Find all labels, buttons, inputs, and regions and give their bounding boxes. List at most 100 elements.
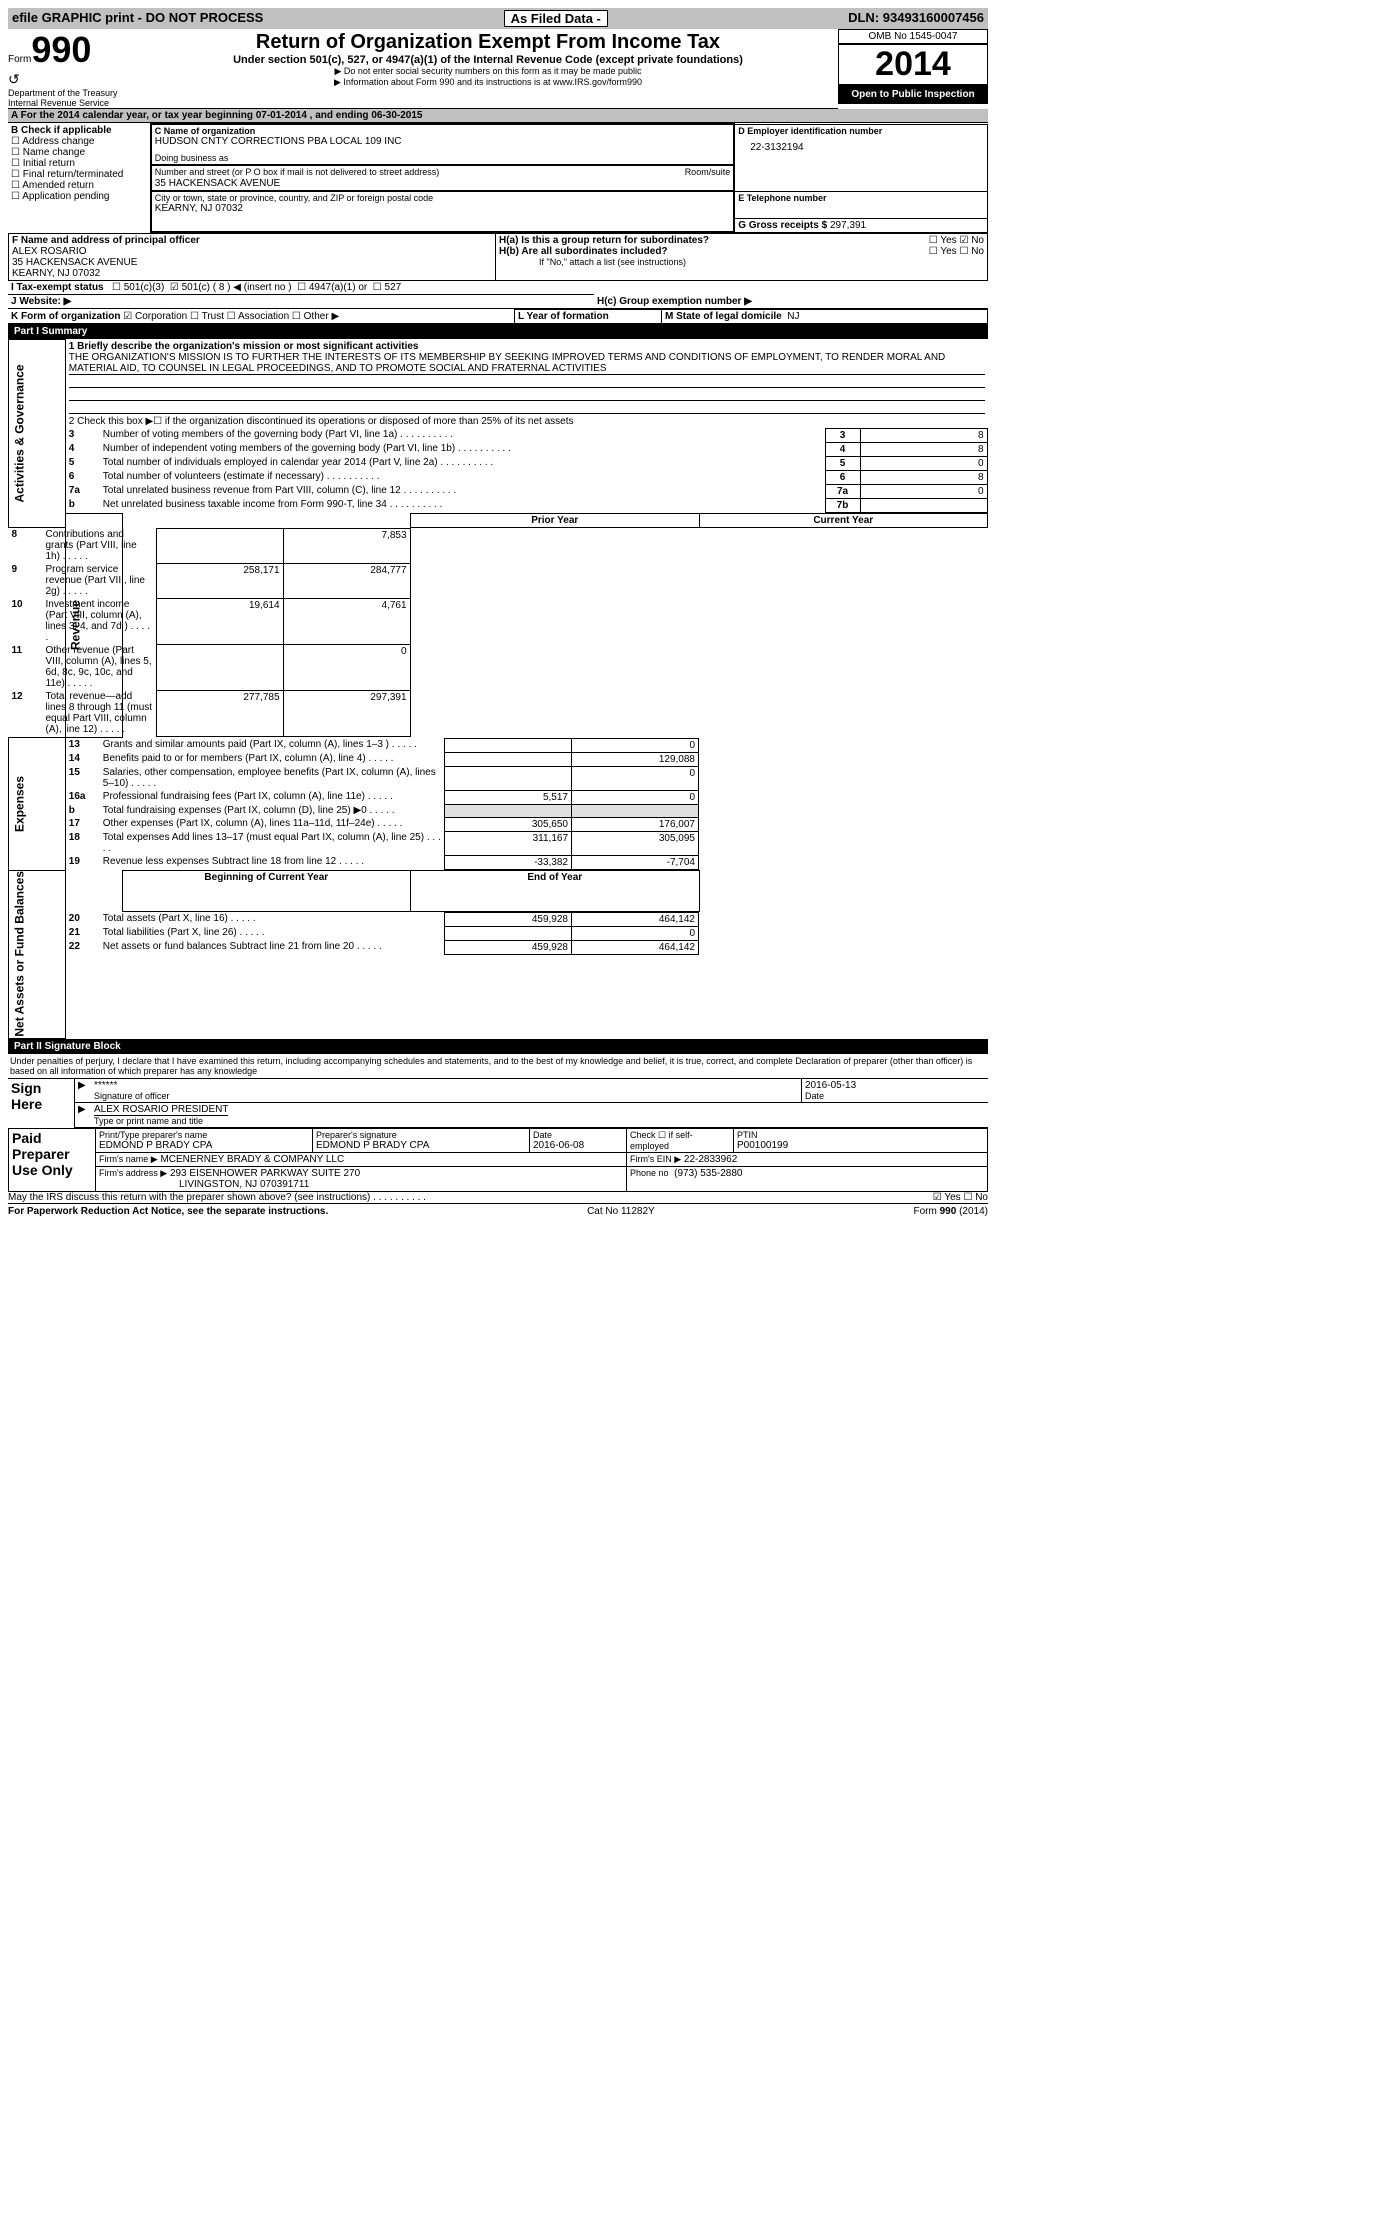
ha-no[interactable]: No — [959, 235, 984, 246]
summary-row: 13Grants and similar amounts paid (Part … — [66, 738, 699, 752]
line-a: A For the 2014 calendar year, or tax yea… — [8, 109, 988, 123]
form-number: 990 — [31, 29, 91, 70]
side-expenses: Expenses — [9, 737, 66, 870]
sig-label: Signature of officer — [94, 1091, 798, 1101]
ein-label: D Employer identification number — [738, 126, 984, 136]
firm-ein: 22-2833962 — [684, 1154, 737, 1165]
ha-label: H(a) Is this a group return for subordin… — [499, 235, 709, 246]
check-app-pending[interactable]: Application pending — [11, 191, 147, 202]
summary-row: 6Total number of volunteers (estimate if… — [66, 470, 987, 484]
summary-row: 4Number of independent voting members of… — [66, 442, 987, 456]
firm-phone: (973) 535-2880 — [674, 1168, 742, 1179]
dba-label: Doing business as — [155, 153, 730, 163]
officer-label: F Name and address of principal officer — [12, 235, 492, 246]
prep-sig: EDMOND P BRADY CPA — [316, 1140, 526, 1151]
dept-treasury: Department of the Treasury — [8, 88, 138, 98]
firm-addr2: LIVINGSTON, NJ 070391711 — [99, 1179, 309, 1190]
prep-name: EDMOND P BRADY CPA — [99, 1140, 309, 1151]
klm-block: K Form of organization Corporation Trust… — [8, 309, 988, 324]
paid-preparer-block: Paid Preparer Use Only Print/Type prepar… — [8, 1128, 988, 1192]
self-employed-check[interactable]: Check ☐ if self-employed — [627, 1129, 734, 1153]
tax-year: 2014 — [838, 44, 988, 85]
check-initial-return[interactable]: Initial return — [11, 158, 147, 169]
dln: DLN: 93493160007456 — [848, 10, 984, 27]
prep-name-label: Print/Type preparer's name — [99, 1130, 309, 1140]
firm-name: MCENERNEY BRADY & COMPANY LLC — [160, 1154, 344, 1165]
summary-row: 18Total expenses Add lines 13–17 (must e… — [66, 831, 699, 855]
hb-yes[interactable]: Yes — [929, 246, 957, 257]
efile-bar: efile GRAPHIC print - DO NOT PROCESS As … — [8, 8, 988, 29]
hb-label: H(b) Are all subordinates included? — [499, 246, 668, 257]
officer-name: ALEX ROSARIO — [12, 246, 492, 257]
officer-group-block: F Name and address of principal officer … — [8, 233, 988, 281]
discuss-line: May the IRS discuss this return with the… — [8, 1192, 988, 1204]
check-other[interactable]: Other ▶ — [292, 311, 339, 322]
form-subtitle-2: ▶ Do not enter social security numbers o… — [142, 66, 834, 77]
summary-row: 14Benefits paid to or for members (Part … — [66, 752, 699, 766]
side-revenue: Revenue — [65, 513, 122, 737]
entity-block: B Check if applicable Address change Nam… — [8, 123, 988, 233]
form-label: Form — [8, 54, 31, 65]
irs-label: Internal Revenue Service — [8, 98, 138, 108]
col-prior: Prior Year — [411, 513, 699, 527]
form-subtitle-3: ▶ Information about Form 990 and its ins… — [142, 77, 834, 88]
q1-label: 1 Briefly describe the organization's mi… — [69, 341, 985, 352]
check-4947[interactable]: 4947(a)(1) or — [297, 282, 367, 293]
summary-row: 3Number of voting members of the governi… — [66, 428, 987, 442]
check-527[interactable]: 527 — [373, 282, 401, 293]
open-inspection: Open to Public Inspection — [838, 85, 988, 104]
summary-row: bTotal fundraising expenses (Part IX, co… — [66, 804, 699, 817]
sig-date: 2016-05-13 — [805, 1080, 985, 1091]
summary-row: 15Salaries, other compensation, employee… — [66, 766, 699, 790]
summary-row: 7aTotal unrelated business revenue from … — [66, 484, 987, 498]
check-assoc[interactable]: Association — [227, 311, 289, 322]
check-amended[interactable]: Amended return — [11, 180, 147, 191]
prep-date: 2016-06-08 — [533, 1140, 623, 1151]
street-label: Number and street (or P O box if mail is… — [155, 167, 439, 177]
col-boy: Beginning of Current Year — [122, 870, 410, 911]
check-corp[interactable]: Corporation — [123, 311, 187, 322]
side-netassets: Net Assets or Fund Balances — [9, 870, 66, 1039]
q2-checkbox-line: 2 Check this box ▶☐ if the organization … — [65, 415, 987, 428]
phone-label: E Telephone number — [738, 193, 984, 203]
firm-name-label: Firm's name ▶ — [99, 1154, 158, 1164]
check-501c[interactable]: 501(c) ( 8 ) ◀ (insert no ) — [170, 282, 292, 293]
discuss-no[interactable]: No — [963, 1192, 988, 1203]
check-address-change[interactable]: Address change — [11, 136, 147, 147]
check-name-change[interactable]: Name change — [11, 147, 147, 158]
sig-date-label: Date — [805, 1091, 985, 1101]
check-trust[interactable]: Trust — [190, 311, 224, 322]
side-activities: Activities & Governance — [9, 340, 66, 528]
hb-no[interactable]: No — [959, 246, 984, 257]
ein-value: 22-3132194 — [738, 136, 984, 153]
city-label: City or town, state or province, country… — [155, 193, 730, 203]
j-website: J Website: ▶ — [11, 296, 71, 307]
summary-row: 16aProfessional fundraising fees (Part I… — [66, 790, 699, 804]
officer-title-label: Type or print name and title — [94, 1116, 985, 1126]
efile-left: efile GRAPHIC print - DO NOT PROCESS — [12, 10, 263, 27]
m-value: NJ — [787, 311, 799, 322]
org-name: HUDSON CNTY CORRECTIONS PBA LOCAL 109 IN… — [155, 136, 730, 147]
gross-receipts-label: G Gross receipts $ — [738, 220, 827, 231]
paid-preparer-label: Paid Preparer Use Only — [9, 1129, 96, 1192]
summary-row: 17Other expenses (Part IX, column (A), l… — [66, 817, 699, 831]
part-ii-header: Part II Signature Block — [8, 1039, 988, 1054]
ha-yes[interactable]: Yes — [929, 235, 957, 246]
as-filed-box: As Filed Data - — [504, 10, 608, 27]
check-final-return[interactable]: Final return/terminated — [11, 169, 147, 180]
signature-block: Sign Here ▶ ****** Signature of officer … — [8, 1079, 988, 1128]
sign-here-label: Sign Here — [8, 1079, 75, 1128]
part-i-body: Activities & Governance 1 Briefly descri… — [8, 339, 988, 1039]
officer-street: 35 HACKENSACK AVENUE — [12, 257, 492, 268]
firm-addr1: 293 EISENHOWER PARKWAY SUITE 270 — [170, 1168, 360, 1179]
org-name-label: C Name of organization — [155, 126, 730, 136]
officer-name-title: ALEX ROSARIO PRESIDENT — [94, 1104, 228, 1116]
check-501c3[interactable]: 501(c)(3) — [112, 282, 164, 293]
gross-receipts: 297,391 — [830, 220, 866, 231]
summary-row: 22Net assets or fund balances Subtract l… — [66, 940, 699, 954]
tax-status-block: I Tax-exempt status 501(c)(3) 501(c) ( 8… — [8, 281, 988, 309]
discuss-yes[interactable]: Yes — [933, 1192, 961, 1203]
org-street: 35 HACKENSACK AVENUE — [155, 178, 730, 189]
firm-phone-label: Phone no — [630, 1168, 669, 1178]
footer-left: For Paperwork Reduction Act Notice, see … — [8, 1206, 328, 1217]
